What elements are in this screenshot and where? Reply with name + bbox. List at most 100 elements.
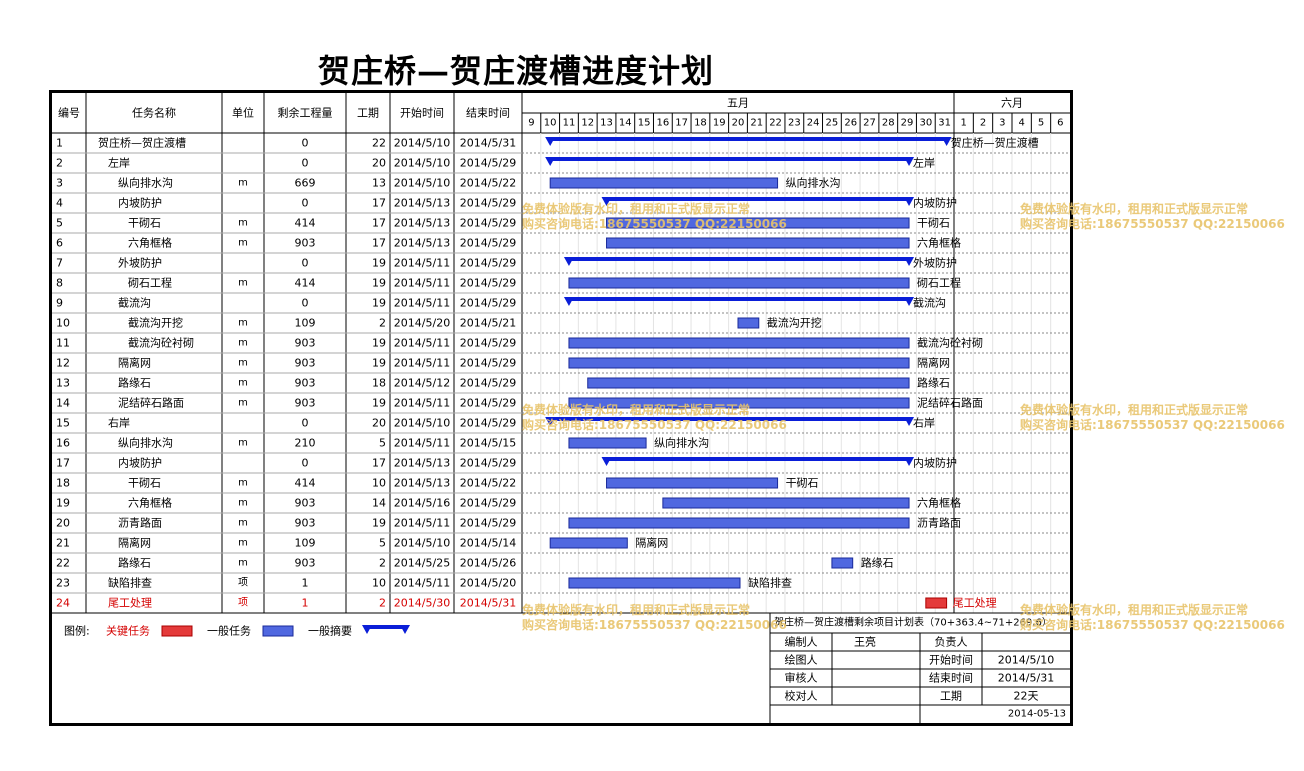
watermark-line-1: 免费体验版有水印，租用和正式版显示正常 — [1020, 202, 1249, 216]
task-id: 13 — [56, 377, 70, 390]
watermark-line-1: 免费体验版有水印，租用和正式版显示正常 — [522, 603, 751, 617]
task-start: 2014/5/11 — [394, 297, 450, 310]
legend-summary-cap — [362, 625, 372, 634]
info-box-key: 绘图人 — [785, 653, 818, 667]
critical-task-bar — [925, 597, 948, 609]
day-label: 10 — [544, 118, 557, 129]
task-name: 干砌石 — [128, 477, 161, 490]
bar-label: 外坡防护 — [913, 256, 957, 270]
task-name: 六角框格 — [128, 496, 172, 510]
task-duration: 17 — [372, 217, 386, 230]
bar-label: 截流沟砼衬砌 — [917, 336, 983, 350]
task-unit: 项 — [238, 577, 248, 589]
task-name: 左岸 — [108, 157, 130, 170]
task-end: 2014/5/29 — [460, 277, 516, 290]
task-duration: 5 — [379, 537, 386, 550]
info-box-key: 编制人 — [785, 635, 818, 649]
task-unit: m — [238, 538, 248, 549]
task-duration: 13 — [372, 177, 386, 190]
task-end: 2014/5/29 — [460, 357, 516, 370]
task-end: 2014/5/26 — [460, 557, 516, 570]
task-duration: 17 — [372, 197, 386, 210]
task-duration: 19 — [372, 357, 386, 370]
task-bar — [606, 237, 910, 249]
task-id: 4 — [56, 197, 63, 210]
task-end: 2014/5/22 — [460, 477, 516, 490]
task-start: 2014/5/11 — [394, 337, 450, 350]
day-label: 24 — [807, 118, 820, 129]
task-start: 2014/5/13 — [394, 197, 450, 210]
summary-bar-end-cap — [904, 297, 915, 306]
summary-bar — [550, 417, 910, 421]
task-quantity: 0 — [302, 457, 309, 470]
task-id: 14 — [56, 397, 70, 410]
task-name: 纵向排水沟 — [118, 176, 173, 190]
watermark-line-2: 购买咨询电话:18675550537 QQ:22150066 — [522, 418, 787, 432]
task-end: 2014/5/20 — [460, 577, 516, 590]
bar-label: 左岸 — [913, 157, 935, 170]
bar-label: 内坡防护 — [913, 456, 957, 470]
summary-bar — [550, 157, 910, 161]
info-box-key: 工期 — [940, 690, 962, 703]
task-end: 2014/5/29 — [460, 157, 516, 170]
task-name: 六角框格 — [128, 236, 172, 250]
legend-item-label: 关键任务 — [106, 624, 150, 638]
task-id: 17 — [56, 457, 70, 470]
task-bar — [568, 277, 910, 289]
task-name: 缺陷排查 — [108, 576, 152, 590]
task-start: 2014/5/11 — [394, 577, 450, 590]
info-box-key: 开始时间 — [929, 653, 973, 667]
summary-bar-end-cap — [904, 157, 915, 166]
task-start: 2014/5/11 — [394, 397, 450, 410]
task-start: 2014/5/10 — [394, 537, 450, 550]
watermark-line-1: 免费体验版有水印，租用和正式版显示正常 — [1020, 403, 1249, 417]
watermark-line-2: 购买咨询电话:18675550537 QQ:22150066 — [1020, 217, 1285, 231]
task-bar — [549, 177, 779, 189]
task-duration: 2 — [379, 557, 386, 570]
task-duration: 5 — [379, 437, 386, 450]
watermark: 免费体验版有水印，租用和正式版显示正常 购买咨询电话:18675550537 Q… — [522, 202, 787, 232]
task-duration: 19 — [372, 397, 386, 410]
bar-label: 路缘石 — [861, 557, 894, 570]
task-quantity: 414 — [295, 217, 316, 230]
task-duration: 18 — [372, 377, 386, 390]
task-duration: 19 — [372, 257, 386, 270]
day-label: 4 — [1018, 118, 1024, 129]
bar-label: 六角框格 — [917, 236, 961, 250]
day-label: 29 — [901, 118, 914, 129]
watermark: 免费体验版有水印，租用和正式版显示正常 购买咨询电话:18675550537 Q… — [1020, 603, 1285, 633]
task-start: 2014/5/10 — [394, 137, 450, 150]
task-name: 砌石工程 — [128, 277, 172, 290]
task-name: 贺庄桥—贺庄渡槽 — [98, 136, 186, 150]
summary-bar — [606, 457, 910, 461]
task-id: 5 — [56, 217, 63, 230]
task-end: 2014/5/29 — [460, 397, 516, 410]
day-label: 30 — [919, 118, 932, 129]
task-quantity: 109 — [295, 317, 316, 330]
task-quantity: 903 — [295, 497, 316, 510]
task-end: 2014/5/22 — [460, 177, 516, 190]
day-label: 3 — [999, 118, 1005, 129]
task-end: 2014/5/31 — [460, 137, 516, 150]
bar-label: 缺陷排查 — [748, 576, 792, 590]
task-duration: 20 — [372, 157, 386, 170]
task-quantity: 0 — [302, 197, 309, 210]
info-box-key: 负责人 — [935, 635, 968, 649]
summary-bar-end-cap — [904, 457, 915, 466]
watermark-line-2: 购买咨询电话:18675550537 QQ:22150066 — [522, 618, 787, 632]
month-label: 五月 — [727, 97, 749, 110]
day-label: 15 — [638, 118, 651, 129]
task-quantity: 903 — [295, 397, 316, 410]
task-id: 20 — [56, 517, 70, 530]
task-name: 沥青路面 — [118, 517, 162, 530]
task-name: 干砌石 — [128, 217, 161, 230]
column-header: 任务名称 — [132, 106, 176, 120]
task-start: 2014/5/13 — [394, 477, 450, 490]
summary-bar — [568, 297, 910, 301]
task-id: 22 — [56, 557, 70, 570]
task-bar — [568, 437, 647, 449]
day-label: 31 — [938, 118, 951, 129]
task-name: 尾工处理 — [108, 597, 152, 610]
bar-label: 六角框格 — [917, 496, 961, 510]
